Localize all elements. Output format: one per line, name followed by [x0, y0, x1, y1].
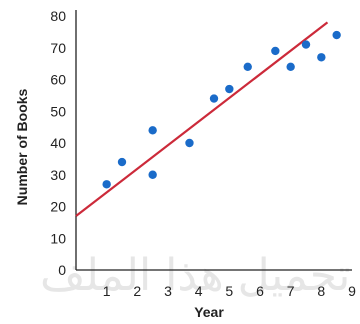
data-point [225, 84, 234, 94]
y-tick-label: 0 [58, 262, 66, 278]
trend-line [75, 21, 329, 217]
x-tick-label: 3 [164, 283, 172, 299]
data-point [271, 46, 280, 56]
x-tick-label: 7 [287, 283, 295, 299]
y-tick-label: 40 [50, 135, 66, 151]
x-tick-label: 2 [133, 283, 141, 299]
data-point [209, 94, 219, 103]
data-point [332, 30, 341, 40]
y-tick-label: 70 [50, 40, 66, 56]
data-point [317, 53, 326, 62]
x-tick-label: 5 [225, 283, 233, 299]
axes [75, 10, 352, 271]
data-point [286, 62, 295, 71]
y-tick-label: 50 [50, 103, 66, 119]
data-points [102, 30, 341, 189]
y-tick-label: 10 [50, 230, 66, 246]
data-point [148, 126, 157, 135]
data-point [185, 138, 194, 148]
x-tick-label: 8 [317, 283, 325, 299]
data-point [301, 40, 311, 49]
tick-labels: 0 10 20 30 40 50 60 70 80 1 2 3 4 5 6 7 8 9 [50, 8, 356, 299]
x-tick-label: 6 [256, 283, 264, 299]
y-tick-label: 80 [50, 8, 66, 24]
x-axis-title: Year [194, 304, 224, 320]
x-tick-label: 4 [195, 283, 203, 299]
trend-line-group [75, 21, 329, 217]
y-tick-label: 60 [50, 72, 66, 88]
data-point [243, 62, 252, 71]
data-point [102, 180, 111, 189]
y-tick-label: 20 [50, 199, 66, 215]
y-tick-label: 30 [50, 167, 66, 183]
watermark-text: تحميل هذا الملف [40, 250, 350, 301]
data-point [117, 157, 127, 167]
data-point [148, 170, 157, 179]
x-tick-label: 1 [103, 283, 111, 299]
x-tick-label: 9 [348, 283, 356, 299]
y-axis-title: Number of Books [14, 88, 30, 205]
